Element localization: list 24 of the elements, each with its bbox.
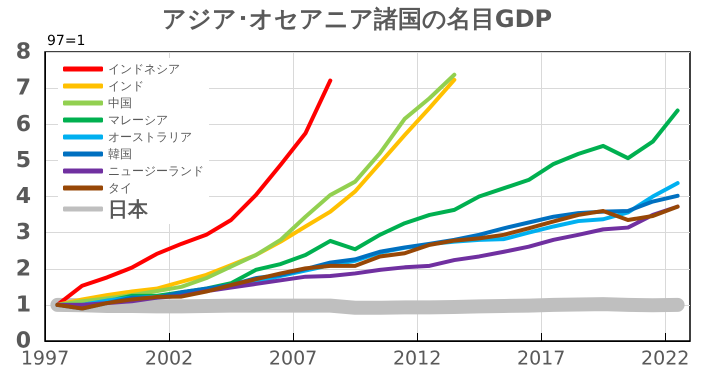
y-tick-label: 2 xyxy=(16,256,31,282)
legend-label: ニュージーランド xyxy=(108,164,204,178)
y-tick-label: 1 xyxy=(16,292,31,318)
legend-label: 日本 xyxy=(108,197,149,221)
legend-label: インドネシア xyxy=(108,62,180,76)
y-tick-label: 4 xyxy=(16,184,31,209)
y-tick-label: 7 xyxy=(16,76,31,101)
x-tick-label: 2002 xyxy=(144,348,194,370)
y-tick-label: 3 xyxy=(16,220,31,246)
y-axis-title: 97=1 xyxy=(47,33,86,49)
chart-title: アジア･オセアニア諸国の名目GDP xyxy=(162,5,552,33)
y-tick-label: 5 xyxy=(16,148,31,173)
legend-label: オーストラリア xyxy=(108,130,192,144)
x-tick-label: 2012 xyxy=(392,348,442,370)
x-tick-label: 2022 xyxy=(641,348,690,370)
x-tick-label: 2007 xyxy=(268,348,318,370)
x-tick-label: 2017 xyxy=(516,348,566,370)
y-tick-label: 8 xyxy=(16,40,31,64)
legend-label: 中国 xyxy=(108,96,132,110)
y-tick-label: 6 xyxy=(16,112,31,137)
legend-label: タイ xyxy=(108,181,132,195)
legend-label: 韓国 xyxy=(108,147,132,161)
legend-label: インド xyxy=(108,79,144,93)
legend-label: マレーシア xyxy=(108,113,168,127)
